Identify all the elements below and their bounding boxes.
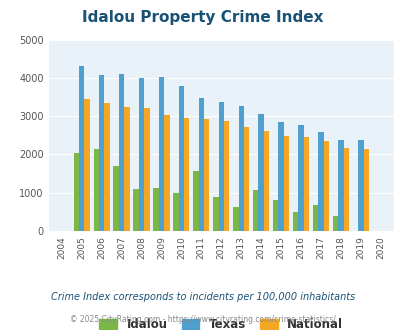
- Bar: [312, 205, 318, 231]
- Bar: [332, 216, 337, 231]
- Bar: [213, 197, 218, 231]
- Legend: Idalou, Texas, National: Idalou, Texas, National: [94, 314, 347, 330]
- Bar: [84, 99, 90, 231]
- Bar: [133, 189, 139, 231]
- Bar: [238, 106, 243, 231]
- Bar: [198, 98, 204, 231]
- Bar: [178, 85, 183, 231]
- Bar: [298, 125, 303, 231]
- Bar: [292, 212, 298, 231]
- Bar: [323, 141, 328, 231]
- Bar: [318, 132, 323, 231]
- Bar: [158, 77, 164, 231]
- Bar: [243, 127, 249, 231]
- Bar: [164, 115, 169, 231]
- Bar: [144, 108, 149, 231]
- Bar: [273, 200, 278, 231]
- Text: Idalou Property Crime Index: Idalou Property Crime Index: [82, 10, 323, 25]
- Bar: [343, 148, 348, 231]
- Bar: [252, 190, 258, 231]
- Bar: [113, 166, 119, 231]
- Bar: [153, 188, 158, 231]
- Text: Crime Index corresponds to incidents per 100,000 inhabitants: Crime Index corresponds to incidents per…: [51, 292, 354, 302]
- Bar: [278, 122, 283, 231]
- Bar: [283, 136, 288, 231]
- Text: © 2025 CityRating.com - https://www.cityrating.com/crime-statistics/: © 2025 CityRating.com - https://www.city…: [70, 315, 335, 324]
- Bar: [119, 74, 124, 231]
- Bar: [224, 121, 229, 231]
- Bar: [139, 78, 144, 231]
- Bar: [337, 140, 343, 231]
- Bar: [124, 107, 129, 231]
- Bar: [93, 149, 99, 231]
- Bar: [173, 193, 178, 231]
- Bar: [303, 137, 308, 231]
- Bar: [79, 66, 84, 231]
- Bar: [263, 131, 269, 231]
- Bar: [218, 102, 224, 231]
- Bar: [363, 149, 368, 231]
- Bar: [232, 207, 238, 231]
- Bar: [204, 119, 209, 231]
- Bar: [183, 118, 189, 231]
- Bar: [73, 152, 79, 231]
- Bar: [357, 140, 363, 231]
- Bar: [99, 75, 104, 231]
- Bar: [193, 171, 198, 231]
- Bar: [258, 114, 263, 231]
- Bar: [104, 103, 109, 231]
